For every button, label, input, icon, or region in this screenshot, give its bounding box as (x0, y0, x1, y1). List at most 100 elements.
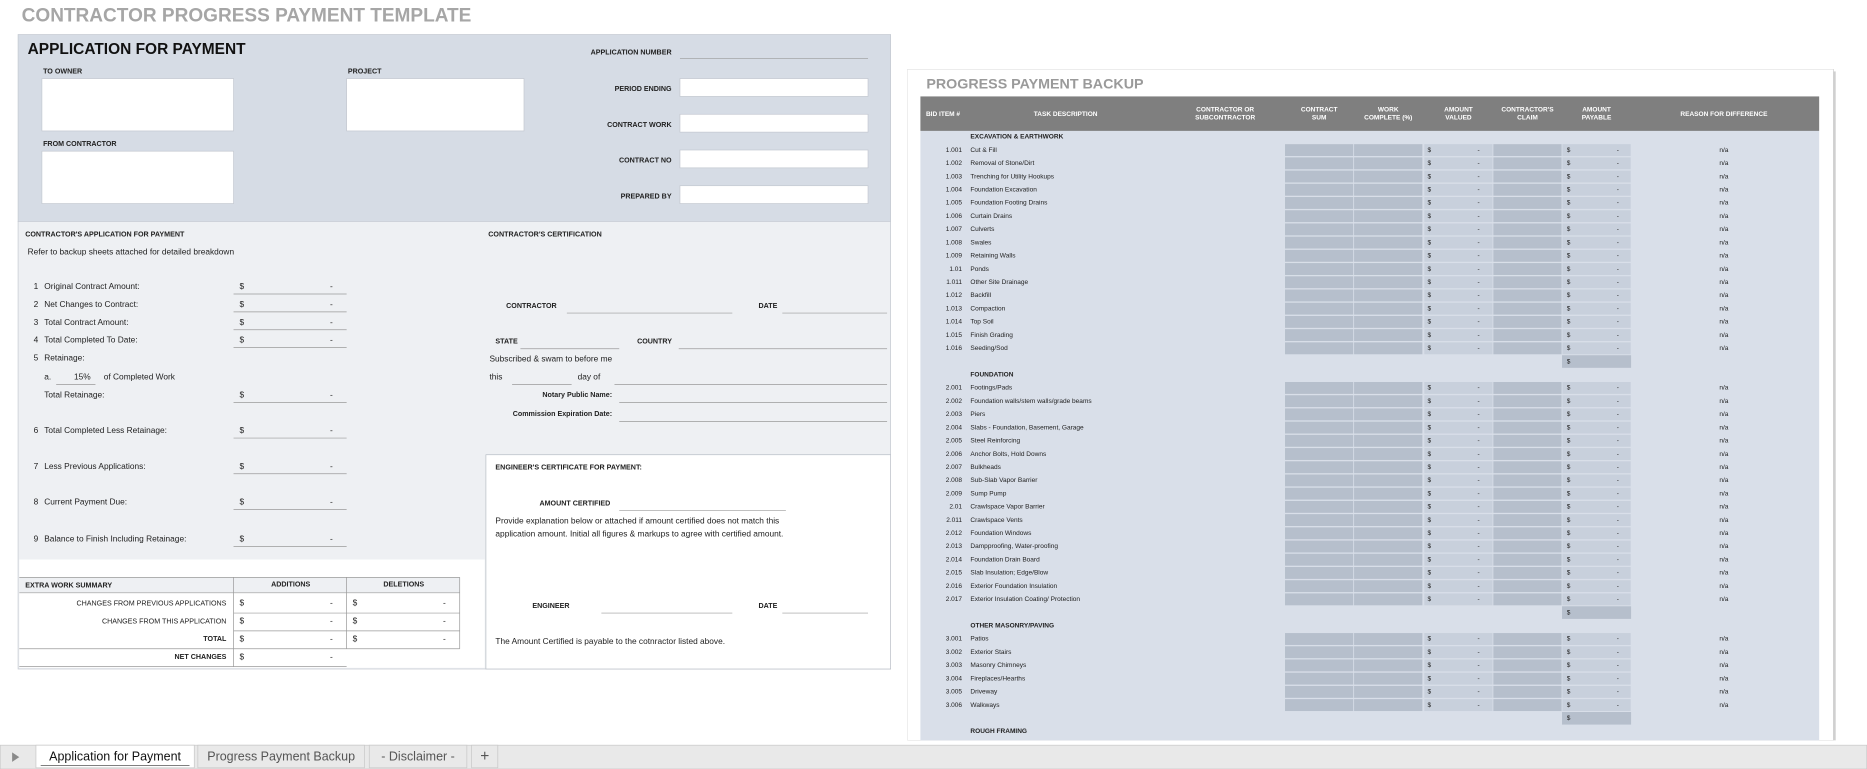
tab-label[interactable]: Application for Payment (49, 749, 181, 763)
retainage-percent: 15% (74, 372, 91, 382)
currency: $ (1428, 424, 1432, 431)
cell (1284, 302, 1355, 316)
cell (1423, 249, 1494, 263)
reason: n/a (1719, 332, 1728, 339)
cell (1284, 685, 1355, 699)
section-heading: CONTRACTOR'S CERTIFICATION (488, 230, 601, 238)
tab-label[interactable]: Progress Payment Backup (207, 749, 355, 763)
currency: $ (1567, 504, 1571, 511)
column-header: VALUED (1445, 115, 1472, 122)
sheet-tab[interactable]: - Disclaimer - (368, 744, 468, 769)
cell (1284, 143, 1355, 157)
currency: $ (1428, 279, 1432, 286)
cell (1561, 302, 1632, 316)
cell (1561, 513, 1632, 527)
reason: n/a (1719, 305, 1728, 312)
cell (1353, 262, 1424, 276)
column-header: WORK (1378, 106, 1399, 113)
line-label: Original Contract Amount: (44, 281, 139, 291)
cell (1492, 275, 1563, 289)
cell (1561, 698, 1632, 712)
currency: $ (1567, 332, 1571, 339)
cell (1284, 235, 1355, 250)
cell (1423, 685, 1494, 699)
amount: - (1617, 543, 1619, 550)
tab-background (471, 744, 499, 769)
cell (1492, 169, 1563, 184)
currency: $ (239, 598, 244, 608)
cell (1561, 381, 1632, 395)
cell (1284, 460, 1355, 474)
currency: $ (1567, 662, 1571, 669)
currency: $ (1428, 543, 1432, 550)
section-title: ROUGH FRAMING (970, 728, 1027, 735)
amount: - (1478, 411, 1480, 418)
currency: $ (1567, 689, 1571, 696)
cell (1423, 420, 1494, 435)
column-header: CLAIM (1517, 115, 1538, 122)
currency: $ (1428, 530, 1432, 537)
currency: $ (1428, 556, 1432, 563)
bid-item: 1.005 (946, 200, 963, 207)
bid-item: 1.007 (946, 226, 963, 233)
amount: - (330, 598, 333, 608)
cell (1353, 447, 1424, 461)
amount: - (1478, 517, 1480, 524)
table-header (19, 577, 460, 593)
cell (1353, 685, 1424, 699)
cell (1353, 460, 1424, 474)
column-header: TASK DESCRIPTION (1034, 111, 1098, 118)
tab-label[interactable]: + (480, 748, 489, 765)
cell (1353, 632, 1424, 646)
cell (1561, 566, 1632, 580)
reason: n/a (1719, 596, 1728, 603)
cell (1353, 407, 1424, 422)
cell (1561, 460, 1632, 474)
task: Exterior Foundation Insulation (970, 583, 1057, 590)
currency: $ (1567, 477, 1571, 484)
tab-label[interactable]: - Disclaimer - (381, 749, 455, 763)
field-label: PROJECT (348, 67, 382, 75)
currency: $ (1567, 649, 1571, 656)
cell (1353, 434, 1424, 448)
sheet-tab[interactable]: + (471, 744, 499, 769)
tab-background (368, 744, 468, 769)
page-title: CONTRACTOR PROGRESS PAYMENT TEMPLATE (22, 6, 472, 27)
currency: $ (1567, 358, 1571, 365)
subtotal-cell (1562, 355, 1632, 368)
reason: n/a (1719, 173, 1728, 180)
payable-note: The Amount Certified is payable to the c… (495, 636, 725, 646)
cell (1492, 183, 1563, 197)
sheet-tab[interactable]: Progress Payment Backup (197, 744, 365, 769)
section-heading: CONTRACTOR'S APPLICATION FOR PAYMENT (25, 230, 185, 238)
cell (1284, 592, 1355, 607)
currency: $ (239, 335, 244, 345)
cell (1423, 341, 1494, 355)
amount: - (1617, 253, 1619, 260)
input-box (41, 78, 234, 132)
cell (1353, 394, 1424, 408)
cell (1492, 249, 1563, 263)
task: Masonry Chimneys (970, 662, 1027, 669)
task: Crawlspace Vents (970, 517, 1023, 524)
cell (1492, 209, 1563, 223)
task: Fireplaces/Hearths (970, 675, 1026, 682)
note: Refer to backup sheets attached for deta… (28, 247, 235, 257)
task: Swales (970, 239, 992, 246)
currency: $ (1428, 636, 1432, 643)
section-heading: ENGINEER'S CERTIFICATE FOR PAYMENT: (495, 464, 641, 472)
currency: $ (1567, 715, 1571, 722)
bid-item: 2.016 (946, 583, 963, 590)
amount: - (1478, 279, 1480, 286)
reason: n/a (1719, 702, 1728, 709)
line-label: Net Changes to Contract: (44, 299, 138, 309)
column-header: REASON FOR DIFFERENCE (1680, 111, 1768, 118)
column-header: CONTRACTOR OR (1196, 106, 1254, 113)
amount: - (1478, 305, 1480, 312)
task: Exterior Insulation Coating/ Protection (970, 596, 1080, 603)
amount: - (1478, 636, 1480, 643)
cell (1492, 394, 1563, 408)
column-header: PAYABLE (1582, 115, 1612, 122)
sheet-tab[interactable]: Application for Payment (35, 744, 195, 769)
